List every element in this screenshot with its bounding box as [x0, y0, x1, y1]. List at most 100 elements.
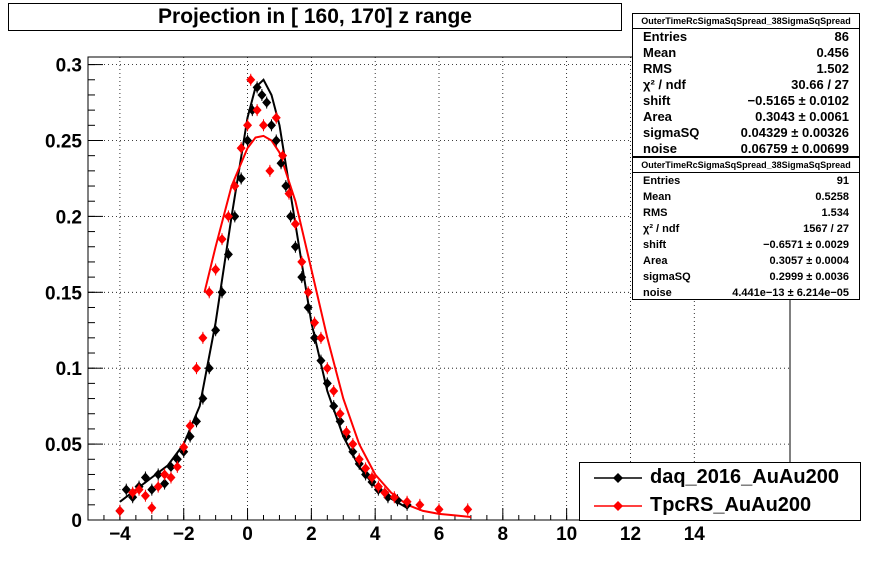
data-point — [367, 472, 377, 483]
stats-row: Entries 91 — [633, 173, 859, 189]
data-point — [246, 74, 256, 85]
data-point — [290, 241, 300, 252]
x-tick-label: 0 — [242, 524, 253, 545]
data-point — [191, 416, 201, 427]
data-point — [243, 120, 253, 131]
data-point — [361, 463, 371, 474]
data-point — [140, 472, 150, 483]
data-point — [147, 484, 157, 495]
stats-value: 0.456 — [816, 45, 849, 60]
stats-row: RMS 1.502 — [633, 61, 859, 77]
data-point — [121, 484, 131, 495]
data-point — [329, 385, 339, 396]
x-tick-label: 8 — [498, 524, 509, 545]
data-point — [204, 287, 214, 298]
data-point — [230, 211, 240, 222]
stats-row: shift −0.5165 ± 0.0102 — [633, 93, 859, 109]
chart-title: Projection in [ 160, 170] z range — [8, 3, 622, 31]
data-point — [166, 472, 176, 483]
data-point — [303, 302, 313, 313]
stats-row: Mean 0.5258 — [633, 189, 859, 205]
data-point — [297, 272, 307, 283]
axis-ticks: −4 −2 0 2 4 6 8 10 12 14 0 0.05 0.1 0.15 0.2 0.25 0.3 — [45, 56, 791, 545]
stats-label: sigmaSQ — [643, 125, 700, 140]
y-tick-label: 0.05 — [45, 435, 82, 456]
data-point — [463, 504, 473, 515]
data-point — [316, 332, 326, 343]
stats-row: noise 0.06759 ± 0.00699 — [633, 141, 859, 157]
stats-label: Mean — [643, 45, 677, 60]
data-point — [236, 143, 246, 154]
data-point — [276, 158, 286, 169]
x-tick-label: 2 — [306, 524, 317, 545]
x-tick-label: −2 — [173, 524, 195, 545]
stats-label: Mean — [643, 191, 672, 203]
stats-value: 0.3043 ± 0.0061 — [755, 109, 849, 124]
stats-header: OuterTimeRcSigmaSqSpread_38SigmaSqSpread — [633, 158, 859, 173]
data-point — [335, 416, 345, 427]
stats-value: 30.66 / 27 — [791, 77, 849, 92]
data-points — [115, 73, 473, 517]
stats-row: shift −0.6571 ± 0.0029 — [633, 237, 859, 253]
stats-label: noise — [643, 287, 672, 299]
data-point — [191, 363, 201, 374]
data-point — [172, 454, 182, 465]
stats-row: Area 0.3057 ± 0.0004 — [633, 253, 859, 269]
stats-value: −0.6571 ± 0.0029 — [763, 239, 849, 251]
stats-value: 1.534 — [821, 207, 849, 219]
stats-value: −0.5165 ± 0.0102 — [747, 93, 849, 108]
data-point — [153, 481, 163, 492]
data-point — [179, 442, 189, 453]
data-point — [389, 492, 399, 503]
data-point — [348, 439, 358, 450]
data-point — [128, 487, 138, 498]
stats-label: Entries — [643, 175, 681, 187]
fit-curve — [119, 78, 408, 509]
x-tick-label: 12 — [620, 524, 641, 545]
data-point — [361, 469, 371, 480]
stats-row: χ² / ndf 1567 / 27 — [633, 221, 859, 237]
data-point — [257, 89, 267, 100]
data-point — [271, 135, 281, 146]
data-point — [217, 287, 227, 298]
data-point — [252, 105, 262, 116]
data-point — [373, 481, 383, 492]
legend-item-daq: daq_2016_AuAu200 — [580, 464, 862, 492]
data-point — [243, 135, 253, 146]
stats-label: noise — [643, 141, 677, 156]
y-tick-label: 0.3 — [56, 56, 82, 77]
stats-label: shift — [643, 93, 671, 108]
x-tick-label: −4 — [109, 524, 131, 545]
stats-box-daq: OuterTimeRcSigmaSqSpread_38SigmaSqSpread… — [632, 13, 860, 157]
data-point — [185, 420, 195, 431]
y-tick-label: 0.25 — [45, 131, 82, 152]
data-point — [284, 188, 294, 199]
data-point — [271, 112, 281, 123]
data-point — [434, 504, 444, 515]
data-point — [329, 401, 339, 412]
stats-value: 91 — [836, 175, 849, 187]
data-point — [252, 82, 262, 93]
data-point — [147, 502, 157, 513]
data-point — [198, 393, 208, 404]
stats-value: 1567 / 27 — [803, 223, 849, 235]
legend: daq_2016_AuAu200 TpcRS_AuAu200 — [579, 462, 861, 521]
data-point — [348, 446, 358, 457]
legend-item-tpcrs: TpcRS_AuAu200 — [580, 492, 862, 520]
stats-row: χ² / ndf 30.66 / 27 — [633, 77, 859, 93]
legend-marker-icon — [594, 473, 642, 483]
stats-value: 0.06759 ± 0.00699 — [740, 141, 849, 156]
stats-value: 1.502 — [816, 61, 849, 76]
data-point — [322, 378, 332, 389]
y-tick-label: 0 — [71, 511, 82, 532]
stats-row: Area 0.3043 ± 0.0061 — [633, 109, 859, 125]
stats-label: Entries — [643, 29, 688, 44]
legend-label: daq_2016_AuAu200 — [650, 466, 839, 488]
data-point — [335, 408, 345, 419]
data-point — [236, 173, 246, 184]
data-point — [204, 363, 214, 374]
data-point — [166, 461, 176, 472]
data-point — [230, 181, 240, 192]
y-tick-label: 0.15 — [45, 283, 82, 304]
data-point — [354, 454, 364, 465]
